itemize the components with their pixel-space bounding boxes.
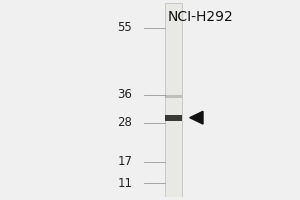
- Bar: [165, 3, 182, 197]
- Text: NCI-H292: NCI-H292: [167, 10, 233, 24]
- Text: 11: 11: [117, 177, 132, 190]
- Text: 55: 55: [118, 21, 132, 34]
- Text: 17: 17: [117, 155, 132, 168]
- Polygon shape: [190, 111, 203, 124]
- Text: 28: 28: [118, 116, 132, 129]
- Text: 36: 36: [118, 88, 132, 101]
- Bar: [165, 115, 182, 121]
- Bar: [165, 95, 182, 98]
